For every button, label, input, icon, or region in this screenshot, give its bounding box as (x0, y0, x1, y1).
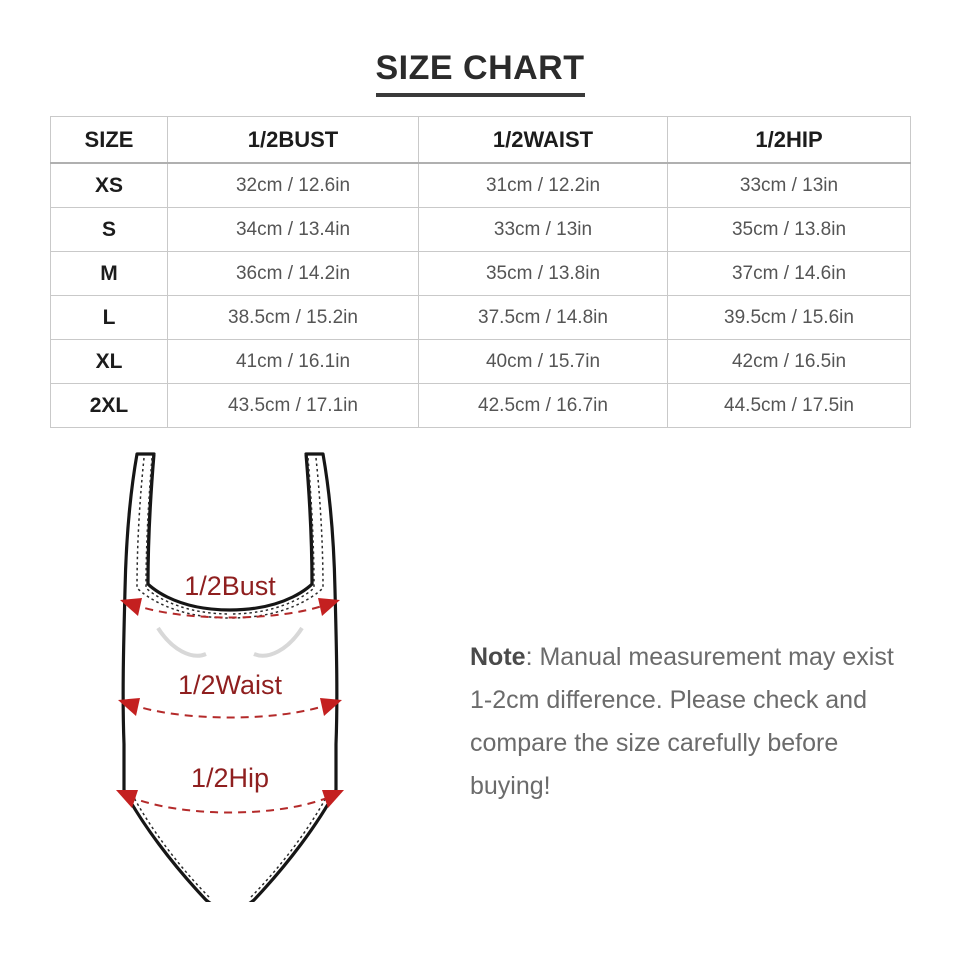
stitch-line-left-inner (145, 457, 231, 615)
bust-arrowhead-left (120, 598, 142, 616)
cell-size: L (50, 295, 168, 340)
cell-waist: 40cm / 15.7in (418, 339, 668, 384)
cell-waist: 42.5cm / 16.7in (418, 383, 668, 428)
cell-waist: 33cm / 13in (418, 207, 668, 252)
cell-size: M (50, 251, 168, 296)
table-row: XS 32cm / 12.6in 31cm / 12.2in 33cm / 13… (50, 162, 911, 208)
cell-waist: 31cm / 12.2in (418, 162, 668, 208)
cell-hip: 39.5cm / 15.6in (667, 295, 911, 340)
cell-bust: 41cm / 16.1in (167, 339, 419, 384)
stitch-line-right-inner (229, 457, 315, 615)
cell-bust: 34cm / 13.4in (167, 207, 419, 252)
table-row: 2XL 43.5cm / 17.1in 42.5cm / 16.7in 44.5… (50, 383, 911, 428)
neckline (146, 453, 314, 612)
waist-label: 1/2Waist (178, 670, 283, 700)
cell-waist: 37.5cm / 14.8in (418, 295, 668, 340)
table-row: XL 41cm / 16.1in 40cm / 15.7in 42cm / 16… (50, 339, 911, 384)
bust-measurement: 1/2Bust (120, 571, 340, 619)
table-row: M 36cm / 14.2in 35cm / 13.8in 37cm / 14.… (50, 251, 911, 296)
bust-contour-right (253, 626, 304, 658)
table-row: L 38.5cm / 15.2in 37.5cm / 14.8in 39.5cm… (50, 295, 911, 340)
bust-arrowhead-right (318, 598, 340, 616)
cell-bust: 32cm / 12.6in (167, 162, 419, 208)
stitch-line-left (136, 457, 231, 619)
note-block: Note: Manual measurement may exist 1-2cm… (470, 636, 900, 808)
hip-measurement: 1/2Hip (116, 763, 344, 814)
page-title: SIZE CHART (375, 48, 585, 97)
note-label: Note (470, 643, 526, 671)
cell-bust: 38.5cm / 15.2in (167, 295, 419, 340)
cell-size: S (50, 207, 168, 252)
stitch-line-leg-right (249, 793, 329, 899)
cell-size: XS (50, 162, 168, 208)
cell-waist: 35cm / 13.8in (418, 251, 668, 296)
cell-size: 2XL (50, 383, 168, 428)
cell-hip: 35cm / 13.8in (667, 207, 911, 252)
swimsuit-diagram: 1/2Bust 1/2Waist 1/2Hip (116, 452, 344, 902)
bust-contour-left (156, 626, 207, 658)
size-chart-table: SIZE 1/2BUST 1/2WAIST 1/2HIP XS 32cm / 1… (50, 116, 911, 428)
waist-arrowhead-left (118, 698, 140, 716)
hip-arrowhead-right (322, 790, 344, 808)
cell-hip: 33cm / 13in (667, 162, 911, 208)
cell-bust: 43.5cm / 17.1in (167, 383, 419, 428)
bust-arrow-line (131, 603, 329, 619)
bust-label: 1/2Bust (184, 571, 276, 601)
waist-arrow-line (129, 703, 331, 719)
cell-hip: 44.5cm / 17.5in (667, 383, 911, 428)
table-header-row: SIZE 1/2BUST 1/2WAIST 1/2HIP (50, 116, 911, 164)
cell-hip: 42cm / 16.5in (667, 339, 911, 384)
title-block: SIZE CHART (0, 48, 960, 97)
waist-arrowhead-right (320, 698, 342, 716)
column-header-waist: 1/2WAIST (418, 116, 668, 164)
column-header-hip: 1/2HIP (667, 116, 911, 164)
cell-hip: 37cm / 14.6in (667, 251, 911, 296)
hip-arrow-line (127, 795, 333, 814)
cell-size: XL (50, 339, 168, 384)
note-text: : Manual measurement may exist 1-2cm dif… (470, 643, 894, 800)
hip-arrowhead-left (116, 790, 138, 808)
cell-bust: 36cm / 14.2in (167, 251, 419, 296)
hip-label: 1/2Hip (191, 763, 269, 793)
column-header-size: SIZE (50, 116, 168, 164)
column-header-bust: 1/2BUST (167, 116, 419, 164)
stitch-line-leg-left (131, 793, 211, 899)
waist-measurement: 1/2Waist (118, 670, 342, 719)
stitch-line-right (229, 457, 324, 619)
table-row: S 34cm / 13.4in 33cm / 13in 35cm / 13.8i… (50, 207, 911, 252)
